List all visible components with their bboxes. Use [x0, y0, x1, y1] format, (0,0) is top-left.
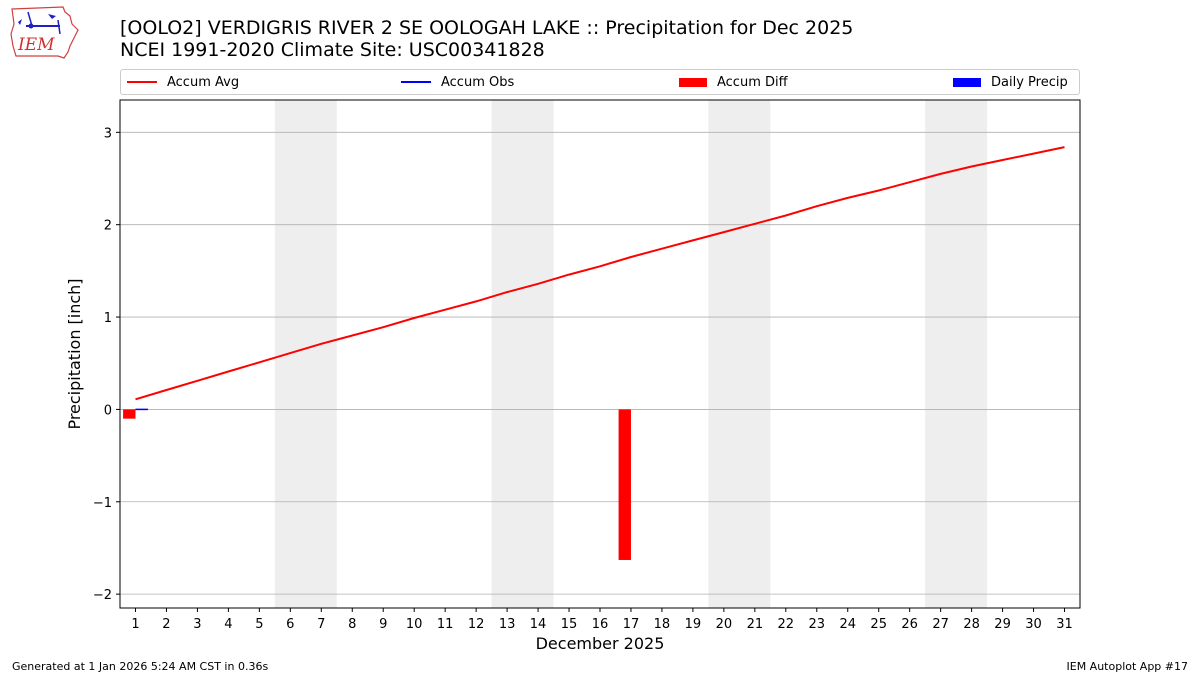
xtick-label: 31 [1056, 617, 1073, 632]
weekend-shade-1 [274, 100, 337, 608]
footer-generated-info: Generated at 1 Jan 2026 5:24 AM CST in 0… [12, 660, 269, 673]
ytick-label: −1 [93, 496, 112, 511]
weekend-shade-3 [708, 100, 771, 608]
xtick-label: 9 [379, 617, 387, 632]
xtick-label: 3 [193, 617, 201, 632]
xtick-label: 28 [963, 617, 980, 632]
xtick-label: 17 [623, 617, 640, 632]
xtick-label: 27 [932, 617, 949, 632]
legend-label-accum-diff: Accum Diff [717, 74, 788, 90]
ytick-label: 2 [104, 219, 112, 234]
xtick-label: 16 [592, 617, 609, 632]
xtick-label: 10 [406, 617, 423, 632]
ytick-label: 3 [104, 126, 112, 141]
accum-avg-line [135, 146, 1065, 401]
xtick-label: 1 [131, 617, 139, 632]
legend-swatch-accum-obs [401, 81, 431, 83]
xtick-label: 13 [499, 617, 516, 632]
xtick-label: 8 [348, 617, 356, 632]
daily-precip-bar [135, 408, 148, 410]
legend-swatch-accum-avg [127, 81, 157, 83]
legend-item-accum-obs: Accum Obs [401, 70, 514, 94]
chart-title: [OOLO2] VERDIGRIS RIVER 2 SE OOLOGAH LAK… [120, 17, 854, 39]
xtick-label: 11 [437, 617, 454, 632]
y-axis-label: Precipitation [inch] [65, 278, 84, 429]
legend-item-daily-precip: Daily Precip [953, 70, 1068, 94]
plot-frame [119, 99, 1081, 609]
xtick-label: 18 [654, 617, 671, 632]
legend-label-accum-obs: Accum Obs [441, 74, 515, 90]
weekend-shade-4 [925, 100, 988, 608]
weekend-shade-2 [491, 100, 554, 608]
xtick-label: 5 [255, 617, 263, 632]
accum-diff-bar [618, 409, 631, 560]
xtick-label: 20 [716, 617, 733, 632]
xtick-label: 23 [809, 617, 826, 632]
legend-label-accum-avg: Accum Avg [167, 74, 240, 90]
ytick-label: 1 [104, 311, 112, 326]
legend-label-daily-precip: Daily Precip [991, 74, 1068, 90]
xtick-label: 7 [317, 617, 325, 632]
legend-item-accum-avg: Accum Avg [127, 70, 239, 94]
ytick-label: 0 [104, 403, 112, 418]
xtick-label: 15 [561, 617, 578, 632]
accum-diff-bar [123, 409, 136, 419]
xtick-label: 25 [870, 617, 887, 632]
chart-subtitle: NCEI 1991-2020 Climate Site: USC00341828 [120, 39, 545, 61]
xtick-label: 26 [901, 617, 918, 632]
xtick-label: 4 [224, 617, 232, 632]
xtick-label: 24 [839, 617, 856, 632]
xtick-label: 22 [778, 617, 795, 632]
xtick-label: 29 [994, 617, 1011, 632]
x-axis-label: December 2025 [536, 634, 665, 653]
xtick-label: 21 [747, 617, 764, 632]
legend-swatch-daily-precip [953, 77, 981, 87]
xtick-label: 30 [1025, 617, 1042, 632]
ytick-label: −2 [93, 588, 112, 603]
xtick-label: 12 [468, 617, 485, 632]
xtick-label: 14 [530, 617, 547, 632]
chart-legend: Accum Avg Accum Obs Accum Diff Daily Pre… [120, 69, 1080, 95]
xtick-label: 2 [162, 617, 170, 632]
legend-swatch-accum-diff [679, 77, 707, 87]
xtick-label: 19 [685, 617, 702, 632]
iem-logo: IEM [10, 6, 79, 59]
xtick-label: 6 [286, 617, 294, 632]
iem-logo-text: IEM [17, 35, 55, 55]
footer-app-id: IEM Autoplot App #17 [1066, 660, 1189, 673]
legend-item-accum-diff: Accum Diff [679, 70, 788, 94]
